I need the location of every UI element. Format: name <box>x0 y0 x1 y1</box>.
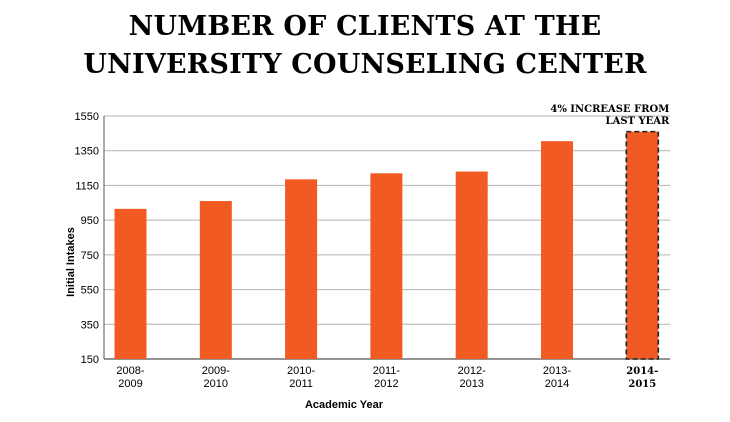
annotation-line: LAST YEAR <box>606 116 670 127</box>
bar <box>114 208 147 359</box>
y-tick-label: 1350 <box>75 146 99 158</box>
x-axis-label: Academic Year <box>305 399 384 411</box>
bars <box>114 130 660 360</box>
x-tick-label: 2011-2012 <box>373 365 401 390</box>
y-tick-label: 750 <box>81 250 99 262</box>
y-tick-label: 150 <box>81 354 99 366</box>
x-tick-label: 2008-2009 <box>116 365 144 390</box>
x-tick-label: 2010-2011 <box>287 365 315 390</box>
y-tick-label: 550 <box>81 285 99 297</box>
bar <box>455 171 488 359</box>
chart-title-line-1: NUMBER OF CLIENTS AT THE <box>128 11 602 42</box>
y-tick-label: 1150 <box>75 180 99 192</box>
bar <box>541 141 573 359</box>
bar <box>370 173 403 359</box>
annotation-line: 4% INCREASE FROM <box>550 104 669 115</box>
bar <box>199 201 232 359</box>
y-axis-ticks: 150 350 550 750 950 1150 1350 1550 <box>75 111 99 366</box>
grid-lines <box>103 115 670 360</box>
chart-title: NUMBER OF CLIENTS AT THE UNIVERSITY COUN… <box>0 8 730 84</box>
y-tick-label: 350 <box>81 319 99 331</box>
x-tick-label: 2014-2015 <box>626 366 658 390</box>
bar <box>285 179 318 359</box>
y-tick-label: 1550 <box>75 111 99 123</box>
y-tick-label: 950 <box>81 215 99 227</box>
y-axis-label: Initial Intakes <box>65 227 77 297</box>
chart-title-line-2: UNIVERSITY COUNSELING CENTER <box>83 49 647 80</box>
bar-highlighted <box>625 130 660 360</box>
x-tick-label: 2013-2014 <box>543 365 571 390</box>
x-tick-label: 2009-2010 <box>202 365 230 390</box>
x-axis-ticks: 2008-2009 2009-2010 2010-2011 2011-2012 2012… <box>116 365 658 390</box>
x-tick-label: 2012-2013 <box>458 365 486 390</box>
